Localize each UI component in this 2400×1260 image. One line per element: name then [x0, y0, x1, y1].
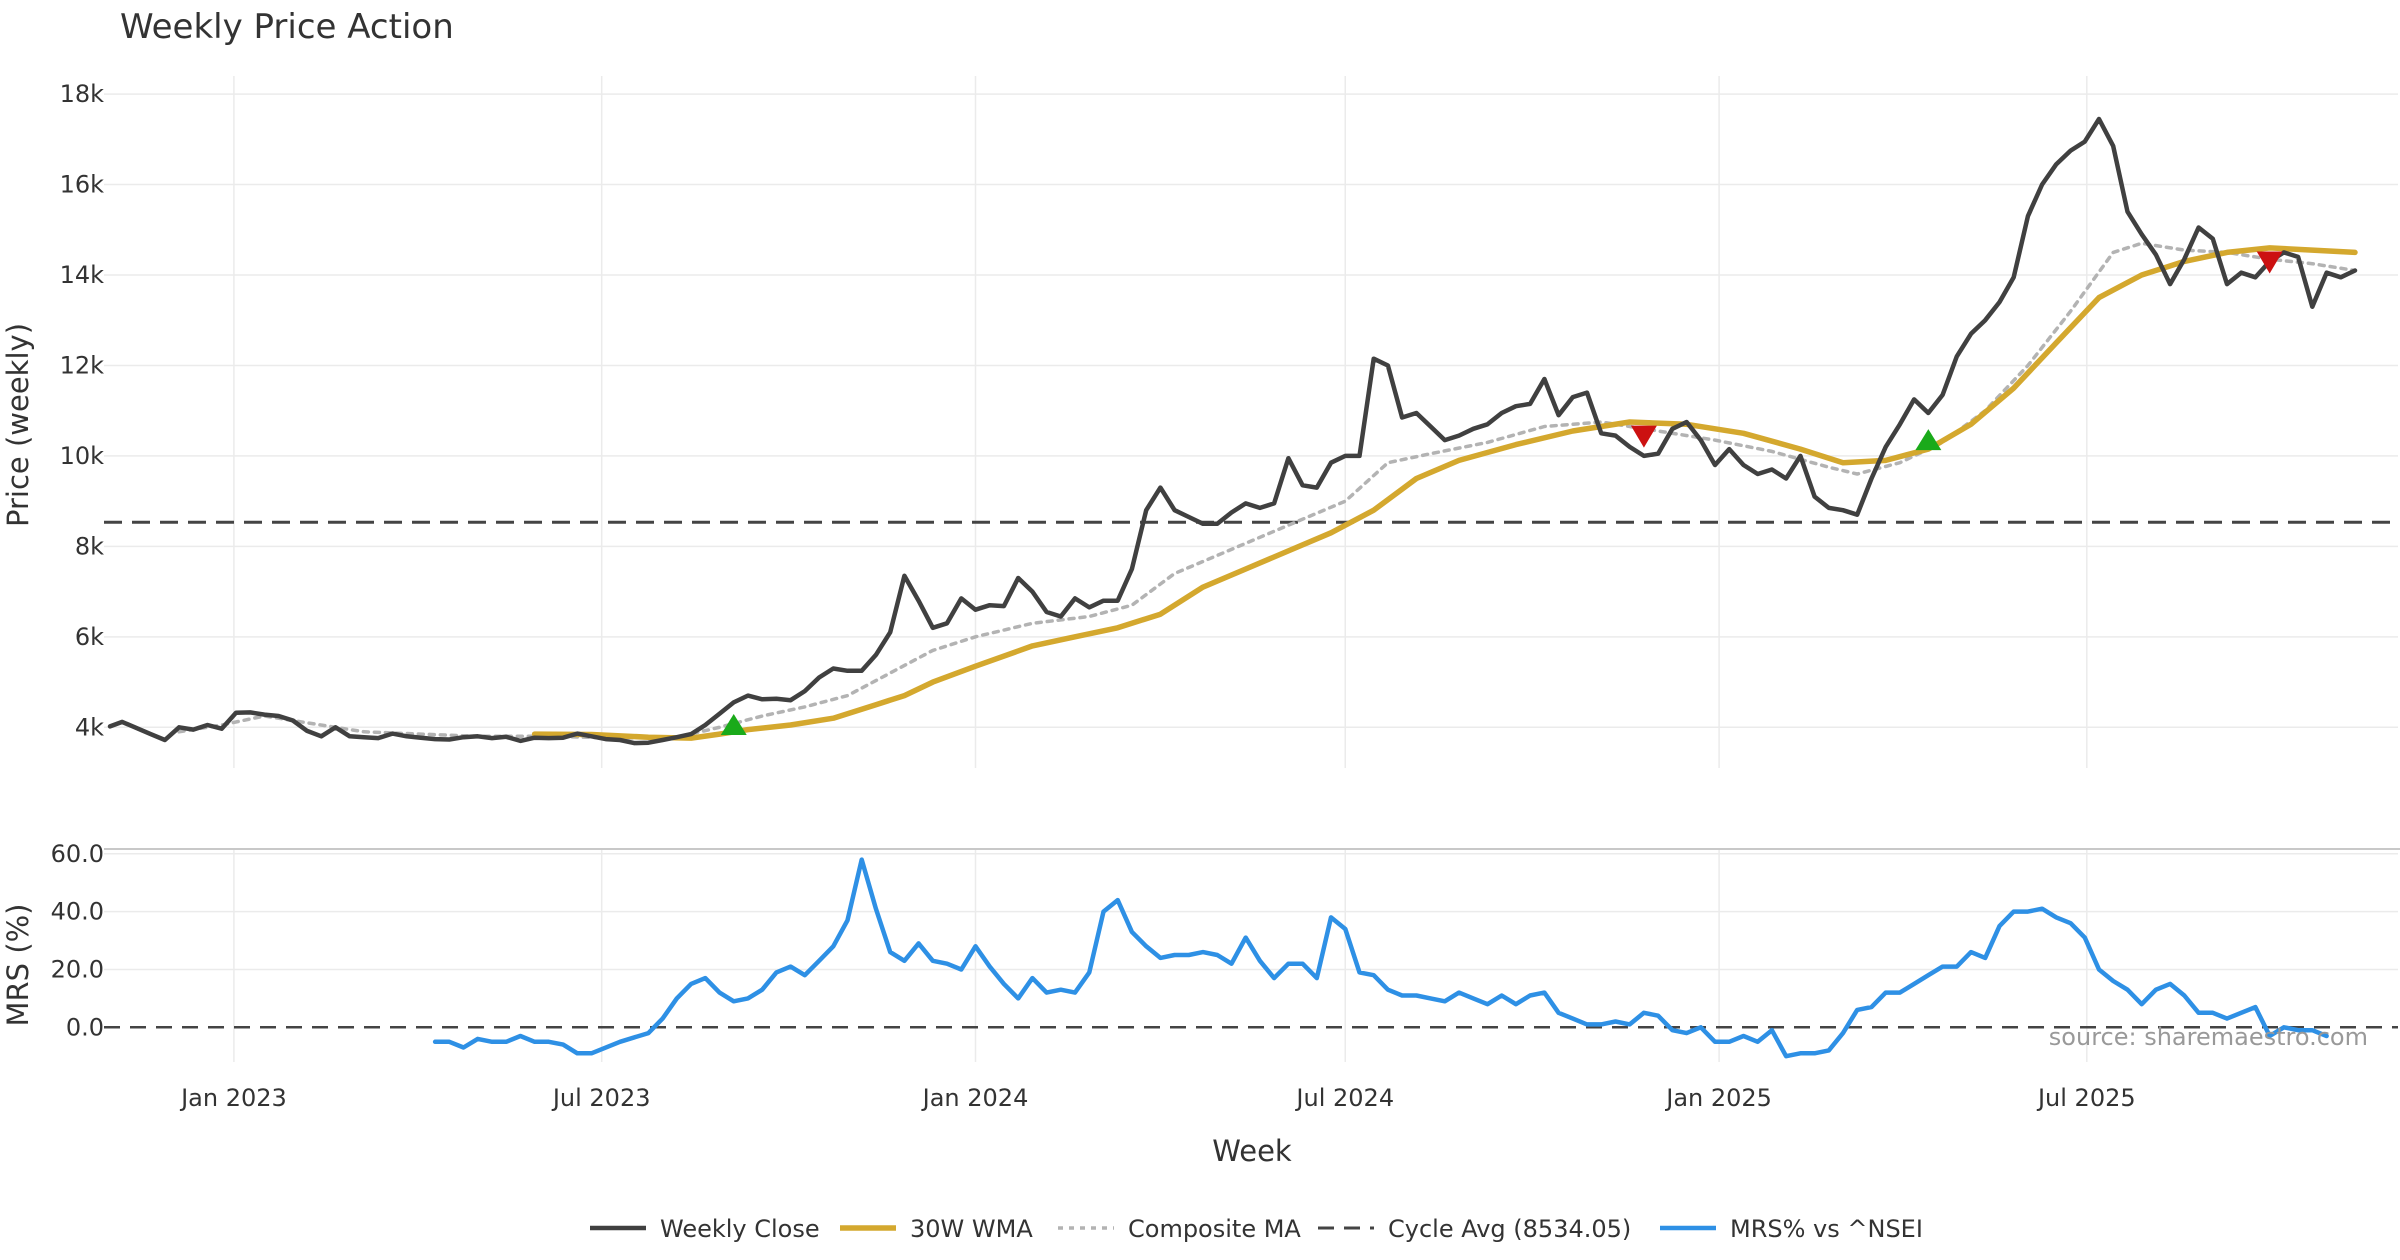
price-y-tick-label: 6k	[75, 623, 104, 651]
chart-title: Weekly Price Action	[120, 7, 454, 47]
price-y-tick-label: 16k	[60, 171, 105, 199]
mrs-y-tick-label: 40.0	[51, 898, 104, 926]
x-tick-label: Jan 2024	[921, 1084, 1029, 1112]
y-axis-title-mrs: MRS (%)	[1, 904, 35, 1027]
price-y-tick-label: 12k	[60, 351, 105, 379]
legend-label-mrs: MRS% vs ^NSEI	[1730, 1215, 1923, 1243]
legend-label-close: Weekly Close	[660, 1215, 820, 1243]
price-y-tick-label: 18k	[60, 80, 105, 108]
source-note: source: sharemaestro.com	[2049, 1023, 2368, 1051]
x-tick-label: Jul 2024	[1294, 1084, 1394, 1112]
legend-label-composite: Composite MA	[1128, 1215, 1301, 1243]
mrs-y-tick-label: 20.0	[51, 955, 104, 983]
mrs-y-tick-label: 60.0	[51, 840, 104, 868]
mrs-y-tick-label: 0.0	[66, 1013, 104, 1041]
x-axis-title: Week	[1212, 1134, 1292, 1168]
legend-label-cycle: Cycle Avg (8534.05)	[1388, 1215, 1631, 1243]
price-y-tick-label: 14k	[60, 261, 105, 289]
price-y-tick-label: 8k	[75, 532, 104, 560]
x-tick-label: Jul 2023	[551, 1084, 651, 1112]
price-y-tick-label: 4k	[75, 713, 104, 741]
chart-canvas: Weekly Price Action 4k 6k 8k 10k 12k 14k 16k 18…	[0, 0, 2400, 1260]
x-tick-label: Jul 2025	[2036, 1084, 2136, 1112]
price-y-tick-label: 10k	[60, 442, 105, 470]
x-tick-label: Jan 2025	[1664, 1084, 1772, 1112]
x-tick-label: Jan 2023	[179, 1084, 287, 1112]
legend-label-wma: 30W WMA	[910, 1215, 1033, 1243]
y-axis-title-price: Price (weekly)	[1, 323, 35, 527]
